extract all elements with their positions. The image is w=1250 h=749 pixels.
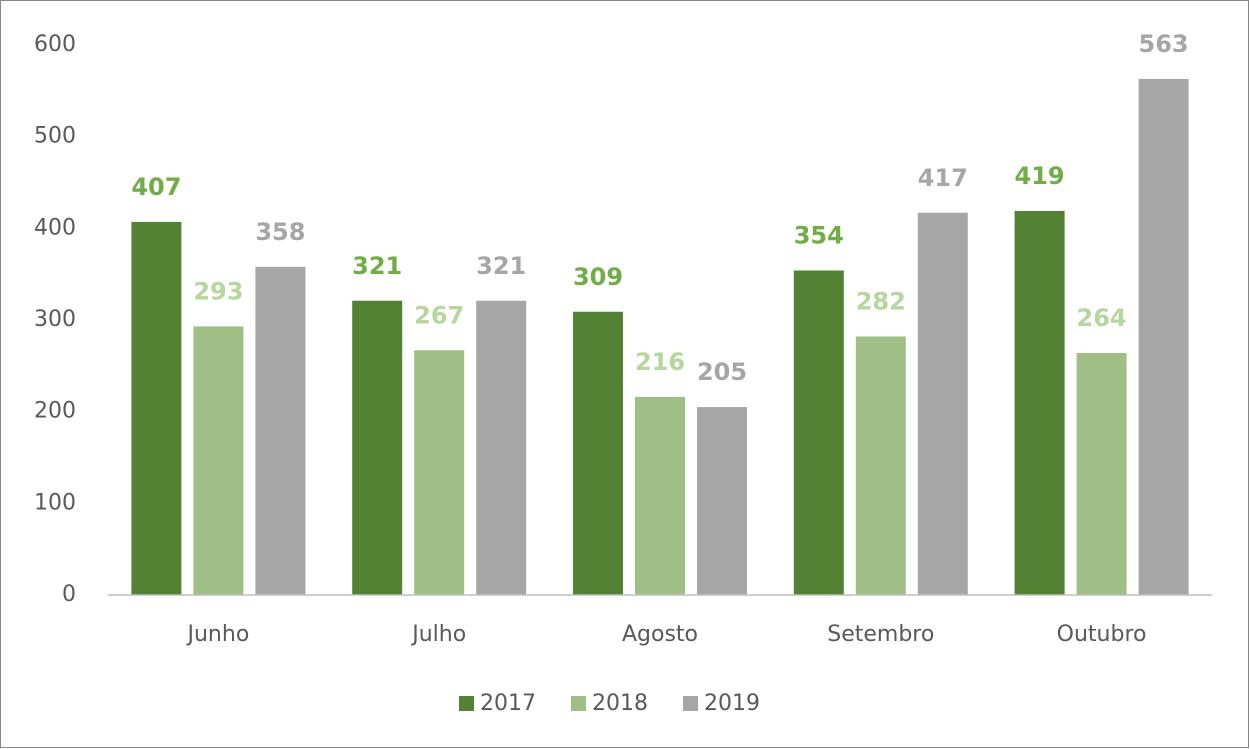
bar — [635, 397, 685, 595]
bar — [131, 221, 182, 595]
bar — [793, 270, 844, 595]
y-tick-label: 0 — [62, 582, 76, 607]
legend-label: 2017 — [480, 691, 536, 716]
data-label: 309 — [573, 263, 623, 291]
bar — [1138, 78, 1189, 595]
data-label: 282 — [856, 288, 906, 316]
data-label: 293 — [193, 277, 243, 305]
bar — [414, 350, 465, 595]
y-tick-label: 600 — [34, 32, 76, 57]
data-label: 205 — [697, 358, 747, 386]
legend-label: 2018 — [592, 691, 648, 716]
x-tick-label: Outubro — [1057, 622, 1147, 647]
bar — [1014, 210, 1065, 595]
data-label: 267 — [414, 301, 464, 329]
y-tick-label: 300 — [34, 307, 76, 332]
data-label: 354 — [794, 222, 844, 250]
bar — [476, 300, 527, 595]
bar — [1076, 353, 1127, 595]
bar — [917, 212, 968, 595]
y-tick-label: 100 — [34, 490, 76, 515]
bar — [193, 326, 244, 595]
data-label: 321 — [352, 252, 402, 280]
legend-label: 2019 — [704, 691, 760, 716]
data-label: 419 — [1015, 162, 1065, 190]
data-label: 417 — [918, 164, 968, 192]
bar — [697, 407, 747, 595]
x-tick-label: Agosto — [622, 622, 698, 647]
bar — [352, 300, 403, 595]
data-label: 321 — [476, 252, 526, 280]
bar — [573, 311, 623, 595]
data-label: 216 — [635, 348, 685, 376]
legend-swatch — [683, 696, 698, 711]
bar — [255, 266, 306, 595]
data-label: 407 — [131, 173, 181, 201]
x-tick-label: Julho — [410, 622, 466, 647]
y-tick-label: 500 — [34, 124, 76, 149]
data-label: 358 — [255, 218, 305, 246]
x-tick-label: Setembro — [827, 622, 934, 647]
bar — [855, 336, 906, 595]
legend-swatch — [459, 696, 474, 711]
y-tick-label: 400 — [34, 215, 76, 240]
legend-swatch — [571, 696, 586, 711]
data-label: 264 — [1077, 304, 1127, 332]
y-tick-label: 200 — [34, 399, 76, 424]
data-label: 563 — [1139, 30, 1189, 58]
x-tick-label: Junho — [186, 622, 250, 647]
